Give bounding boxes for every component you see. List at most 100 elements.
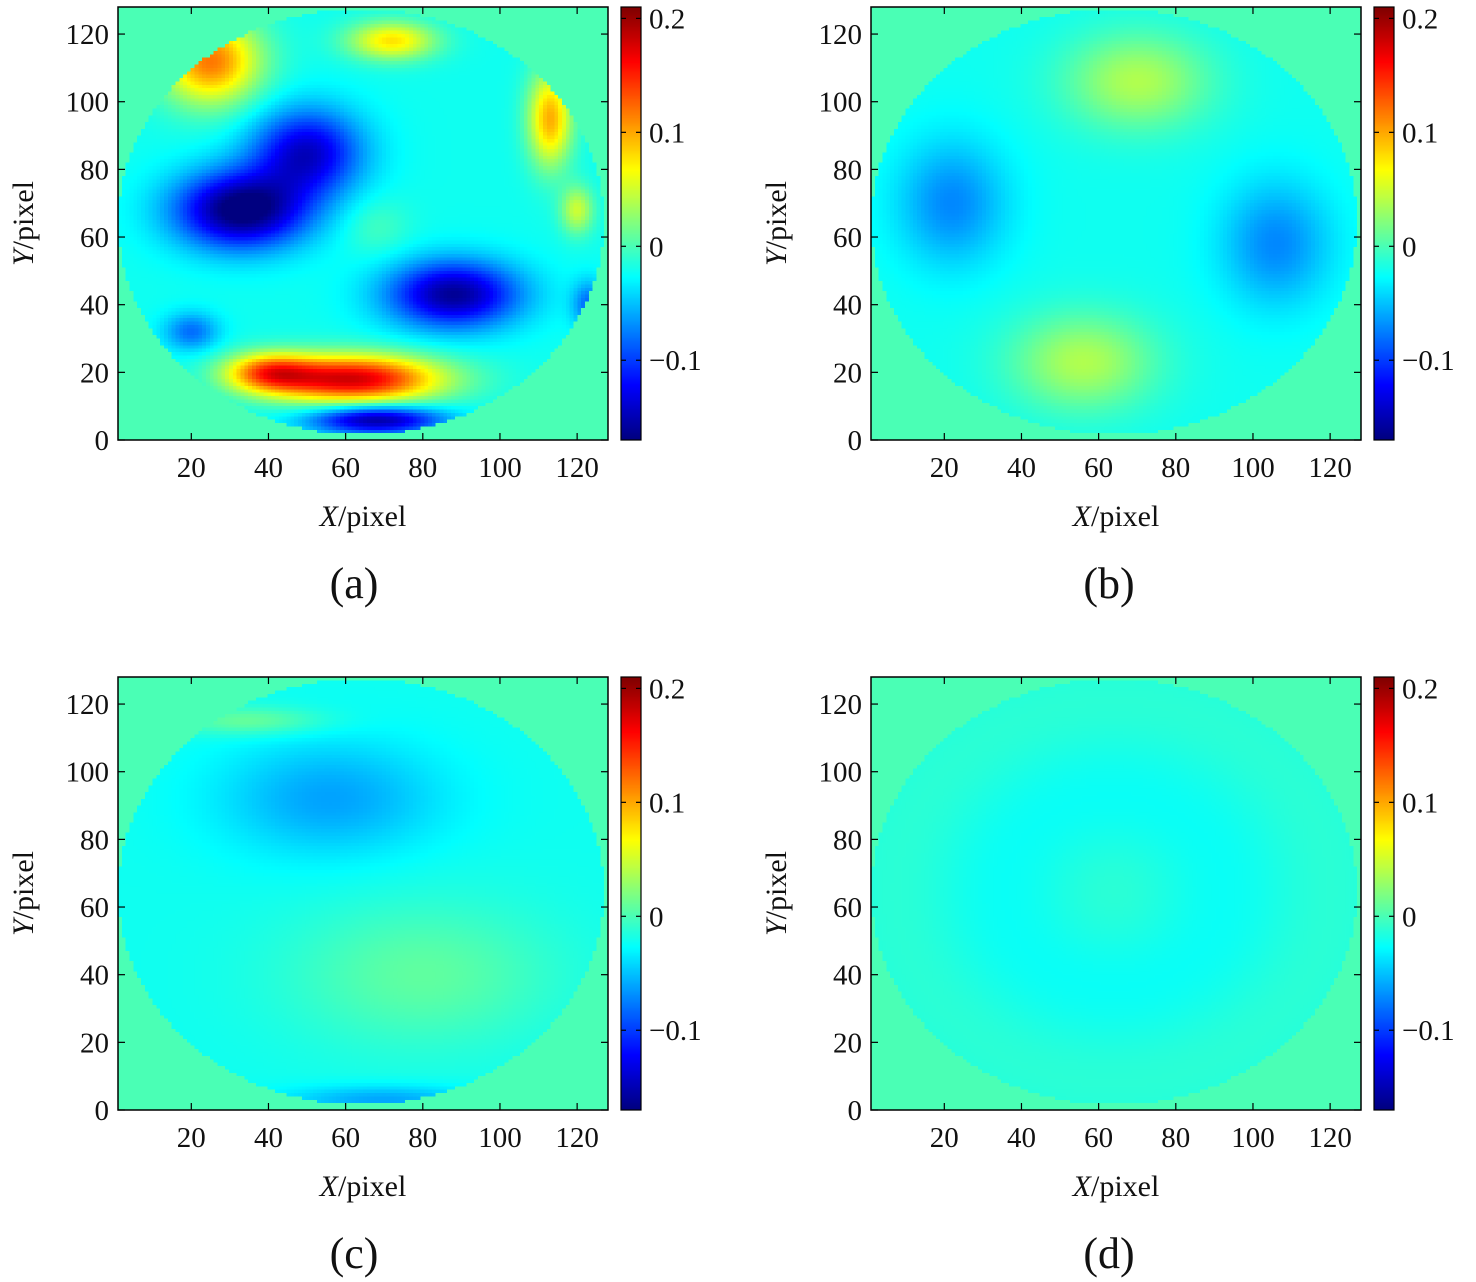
y-tick-label: 80 [833,154,862,186]
y-axis-label: Y/pixel [7,851,40,936]
heatmap-image [871,7,1361,440]
colorbar-tick-label: 0.2 [1402,3,1438,35]
plot-frame [870,676,1362,1111]
y-tick-label: 20 [833,1027,862,1059]
x-tick-label: 120 [1308,452,1352,484]
y-tick-label: 0 [848,425,863,457]
colorbar [621,7,641,440]
x-tick-label: 80 [408,1122,437,1154]
colorbar-tick-label: 0.1 [649,117,685,149]
colorbar-tick-label: 0.2 [1402,673,1438,705]
x-tick-label: 80 [1161,452,1190,484]
x-tick-label: 100 [478,452,522,484]
x-tick-label: 100 [1231,452,1275,484]
y-tick-label: 120 [819,689,863,721]
x-tick-label: 20 [177,452,206,484]
x-tick-label: 40 [1007,1122,1036,1154]
y-tick-label: 60 [80,892,109,924]
plot-frame [870,6,1362,441]
y-tick-label: 100 [819,757,863,789]
y-tick-label: 120 [819,19,863,51]
x-tick-label: 20 [930,452,959,484]
x-axis-label: X/pixel [1072,500,1160,533]
x-tick-label: 60 [1084,452,1113,484]
x-tick-label: 20 [930,1122,959,1154]
colorbar-tick-label: 0.1 [1402,787,1438,819]
colorbar-tick-label: 0 [649,901,664,933]
colorbar-tick-label: 0.2 [649,673,685,705]
y-axis-label: Y/pixel [7,181,40,266]
x-tick-label: 60 [331,1122,360,1154]
y-tick-label: 40 [833,960,862,992]
y-axis-label: Y/pixel [760,851,793,936]
colorbar-frame [620,676,642,1111]
y-tick-label: 0 [848,1095,863,1127]
colorbar-tick-label: 0 [1402,231,1417,263]
colorbar-tick-label: −0.1 [1402,1015,1455,1047]
x-tick-label: 40 [1007,452,1036,484]
colorbar-tick-label: 0 [1402,901,1417,933]
colorbar [621,677,641,1110]
y-tick-label: 80 [80,824,109,856]
x-tick-label: 80 [408,452,437,484]
panel-label: (a) [330,559,379,608]
y-tick-label: 60 [833,892,862,924]
colorbar [1374,677,1394,1110]
plot-frame [117,676,609,1111]
y-tick-label: 20 [80,357,109,389]
y-tick-label: 80 [833,824,862,856]
y-tick-label: 100 [66,87,110,119]
y-tick-label: 20 [833,357,862,389]
colorbar-tick-label: 0 [649,231,664,263]
heatmap-image [118,7,608,440]
x-tick-label: 100 [1231,1122,1275,1154]
x-tick-label: 60 [1084,1122,1113,1154]
y-tick-label: 80 [80,154,109,186]
y-tick-label: 40 [80,960,109,992]
y-tick-label: 40 [833,290,862,322]
y-tick-label: 100 [819,87,863,119]
panel-a: 20 40 60 80 100 120 0 20 40 60 80 100 120 X/pixel Y/pi… [7,3,702,608]
x-tick-label: 120 [555,1122,599,1154]
colorbar-tick-label: 0.1 [1402,117,1438,149]
colorbar-frame [1373,676,1395,1111]
heatmap-image [871,677,1361,1110]
y-tick-label: 100 [66,757,110,789]
panel-label: (b) [1083,559,1134,608]
colorbar-frame [620,6,642,441]
colorbar-tick-label: −0.1 [649,1015,702,1047]
heatmap-image [118,677,608,1110]
colorbar-frame [1373,6,1395,441]
x-tick-label: 60 [331,452,360,484]
x-tick-label: 20 [177,1122,206,1154]
x-axis-label: X/pixel [319,500,407,533]
x-tick-label: 40 [254,1122,283,1154]
x-tick-label: 40 [254,452,283,484]
y-tick-label: 60 [833,222,862,254]
panel-c: 20 40 60 80 100 120 0 20 40 60 80 100 120 X/pixel Y/pi… [7,673,702,1278]
x-tick-label: 120 [1308,1122,1352,1154]
colorbar [1374,7,1394,440]
x-tick-label: 100 [478,1122,522,1154]
y-tick-label: 40 [80,290,109,322]
y-tick-label: 120 [66,19,110,51]
x-axis-label: X/pixel [319,1170,407,1203]
x-axis-label: X/pixel [1072,1170,1160,1203]
colorbar-tick-label: 0.1 [649,787,685,819]
y-tick-label: 120 [66,689,110,721]
y-tick-label: 0 [95,425,110,457]
x-tick-label: 80 [1161,1122,1190,1154]
y-axis-label: Y/pixel [760,181,793,266]
panel-b: 20 40 60 80 100 120 0 20 40 60 80 100 120 X/pixel Y/pi… [760,3,1455,608]
colorbar-tick-label: 0.2 [649,3,685,35]
colorbar-tick-label: −0.1 [1402,345,1455,377]
y-tick-label: 60 [80,222,109,254]
panel-label: (d) [1083,1229,1134,1278]
plot-frame [117,6,609,441]
y-tick-label: 20 [80,1027,109,1059]
panel-d: 20 40 60 80 100 120 0 20 40 60 80 100 120 X/pixel Y/pi… [760,673,1455,1278]
y-tick-label: 0 [95,1095,110,1127]
x-tick-label: 120 [555,452,599,484]
colorbar-tick-label: −0.1 [649,345,702,377]
